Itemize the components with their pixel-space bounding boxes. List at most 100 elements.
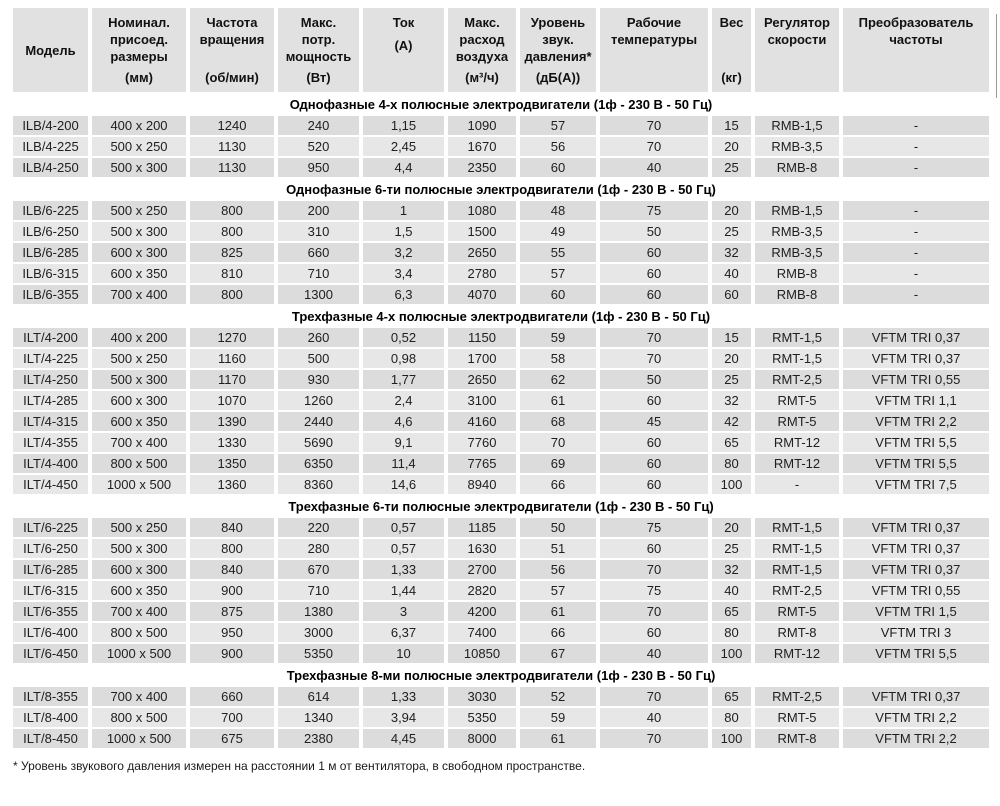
- cell-airflow: 1630: [448, 539, 516, 558]
- column-unit: (Вт): [306, 70, 331, 85]
- table-row: ILB/6-225 500 x 250 800 200 1 1080 48 75 20 RMB-1…: [13, 201, 989, 220]
- cell-speed: 1130: [190, 137, 274, 156]
- cell-regulator: RMT-1,5: [755, 328, 839, 347]
- cell-airflow: 1185: [448, 518, 516, 537]
- cell-size: 1000 x 500: [92, 644, 186, 663]
- cell-regulator: RMT-1,5: [755, 560, 839, 579]
- cell-power: 520: [278, 137, 359, 156]
- table-row: ILT/6-250 500 x 300 800 280 0,57 1630 51 60 25 RM…: [13, 539, 989, 558]
- cell-weight: 25: [712, 158, 751, 177]
- cell-noise: 50: [520, 518, 596, 537]
- cell-speed: 900: [190, 581, 274, 600]
- cell-speed: 900: [190, 644, 274, 663]
- column-label: Макс. потр. мощность: [285, 15, 352, 64]
- cell-speed: 660: [190, 687, 274, 706]
- cell-temperature: 70: [600, 729, 708, 748]
- cell-regulator: RMB-8: [755, 264, 839, 283]
- cell-converter: -: [843, 158, 989, 177]
- cell-model: ILT/6-315: [13, 581, 88, 600]
- cell-power: 1300: [278, 285, 359, 304]
- cell-speed: 1170: [190, 370, 274, 389]
- cell-noise: 61: [520, 391, 596, 410]
- cell-airflow: 8000: [448, 729, 516, 748]
- cell-regulator: RMB-3,5: [755, 137, 839, 156]
- cell-model: ILB/6-315: [13, 264, 88, 283]
- cell-regulator: RMT-5: [755, 391, 839, 410]
- column-header-model: Модель: [13, 8, 88, 92]
- cell-size: 1000 x 500: [92, 729, 186, 748]
- cell-converter: VFTM TRI 0,37: [843, 687, 989, 706]
- cell-weight: 15: [712, 328, 751, 347]
- cell-speed: 700: [190, 708, 274, 727]
- cell-weight: 15: [712, 116, 751, 135]
- cell-speed: 825: [190, 243, 274, 262]
- cell-weight: 20: [712, 201, 751, 220]
- cell-converter: VFTM TRI 0,37: [843, 539, 989, 558]
- column-unit: (А): [394, 38, 413, 53]
- cell-airflow: 1150: [448, 328, 516, 347]
- cell-size: 1000 x 500: [92, 475, 186, 494]
- cell-current: 0,57: [363, 518, 444, 537]
- cell-size: 700 x 400: [92, 602, 186, 621]
- cell-airflow: 10850: [448, 644, 516, 663]
- cell-power: 2380: [278, 729, 359, 748]
- cell-regulator: RMT-8: [755, 623, 839, 642]
- column-label: Частота вращения: [199, 15, 265, 47]
- column-header-size: Номинал. присоед. размеры (мм): [92, 8, 186, 92]
- cell-model: ILT/6-250: [13, 539, 88, 558]
- section-row: Трехфазные 6-ти полюсные электродвигател…: [13, 496, 989, 516]
- cell-size: 500 x 250: [92, 349, 186, 368]
- cell-size: 600 x 350: [92, 264, 186, 283]
- section-header: Трехфазные 8-ми полюсные электродвигател…: [13, 665, 989, 685]
- cell-temperature: 50: [600, 370, 708, 389]
- cell-model: ILB/4-225: [13, 137, 88, 156]
- cell-noise: 60: [520, 285, 596, 304]
- cell-weight: 25: [712, 222, 751, 241]
- cell-size: 500 x 300: [92, 370, 186, 389]
- column-label: Макс. расход воздуха: [455, 15, 509, 64]
- cell-airflow: 4200: [448, 602, 516, 621]
- column-label: Вес: [719, 15, 744, 30]
- cell-power: 5350: [278, 644, 359, 663]
- table-row: ILT/6-355 700 x 400 875 1380 3 4200 61 70 65 RMT-…: [13, 602, 989, 621]
- cell-current: 4,6: [363, 412, 444, 431]
- cell-current: 1,15: [363, 116, 444, 135]
- cell-regulator: RMT-1,5: [755, 518, 839, 537]
- cell-weight: 100: [712, 729, 751, 748]
- cell-power: 8360: [278, 475, 359, 494]
- cell-weight: 80: [712, 454, 751, 473]
- column-label: Уровень звук. давления*: [524, 15, 592, 64]
- cell-temperature: 75: [600, 581, 708, 600]
- cell-converter: -: [843, 264, 989, 283]
- cell-speed: 1130: [190, 158, 274, 177]
- cell-temperature: 70: [600, 687, 708, 706]
- cell-model: ILT/4-250: [13, 370, 88, 389]
- table-row: ILB/4-225 500 x 250 1130 520 2,45 1670 56 70 20 R…: [13, 137, 989, 156]
- cell-converter: -: [843, 201, 989, 220]
- cell-regulator: RMT-12: [755, 644, 839, 663]
- cell-noise: 61: [520, 729, 596, 748]
- cell-speed: 840: [190, 518, 274, 537]
- cell-converter: -: [843, 243, 989, 262]
- cell-model: ILT/8-355: [13, 687, 88, 706]
- cell-power: 260: [278, 328, 359, 347]
- cell-converter: -: [843, 285, 989, 304]
- cell-weight: 100: [712, 644, 751, 663]
- table-row: ILB/6-250 500 x 300 800 310 1,5 1500 49 50 25 RMB…: [13, 222, 989, 241]
- cell-power: 710: [278, 264, 359, 283]
- cell-airflow: 2650: [448, 370, 516, 389]
- cell-regulator: RMT-5: [755, 602, 839, 621]
- cell-converter: VFTM TRI 5,5: [843, 433, 989, 452]
- cell-power: 1340: [278, 708, 359, 727]
- cell-noise: 69: [520, 454, 596, 473]
- table-row: ILT/4-250 500 x 300 1170 930 1,77 2650 62 50 25 R…: [13, 370, 989, 389]
- cell-power: 220: [278, 518, 359, 537]
- cell-model: ILT/6-400: [13, 623, 88, 642]
- column-unit: (дБ(А)): [535, 70, 581, 85]
- cell-current: 0,52: [363, 328, 444, 347]
- cell-weight: 32: [712, 243, 751, 262]
- cell-temperature: 60: [600, 475, 708, 494]
- cell-size: 400 x 200: [92, 116, 186, 135]
- cell-temperature: 70: [600, 328, 708, 347]
- cell-converter: VFTM TRI 0,37: [843, 328, 989, 347]
